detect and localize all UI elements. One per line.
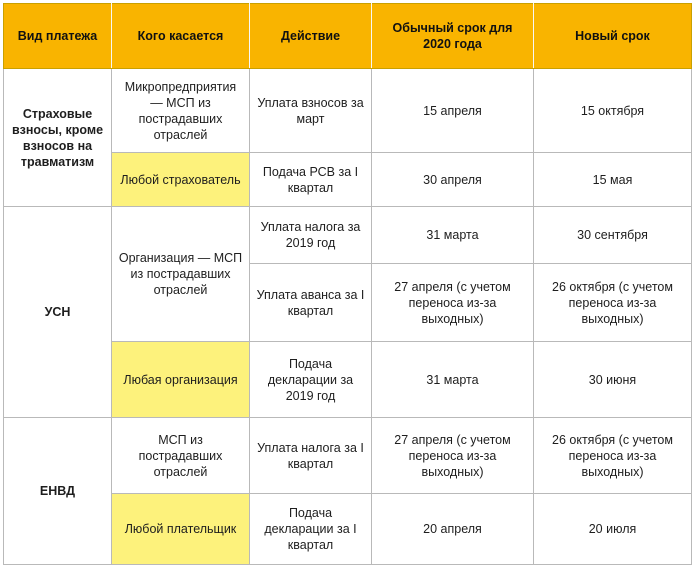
new-term-cell: 26 октября (с учетом переноса из-за выхо… bbox=[533, 417, 692, 494]
usual-term-cell: 31 марта bbox=[371, 206, 534, 264]
header-action: Действие bbox=[249, 3, 372, 69]
who-cell: МСП из пострадавших отраслей bbox=[111, 417, 250, 494]
header-row: Вид платежа Кого касается Действие Обычн… bbox=[3, 3, 692, 69]
new-term-cell: 20 июля bbox=[533, 493, 692, 565]
action-cell: Подача декларации за I квартал bbox=[249, 493, 372, 565]
group-envd: ЕНВД bbox=[3, 417, 112, 565]
table-row: ЕНВД МСП из пострадавших отраслей Уплата… bbox=[3, 417, 692, 565]
action-cell: Уплата аванса за I квартал bbox=[249, 263, 372, 342]
table-row: УСН Организация — МСП из пострадавших от… bbox=[3, 206, 692, 418]
action-cell: Уплата взносов за март bbox=[249, 68, 372, 153]
action-cell: Уплата налога за I квартал bbox=[249, 417, 372, 494]
deadline-table: Вид платежа Кого касается Действие Обычн… bbox=[3, 3, 692, 565]
usual-term-cell: 30 апреля bbox=[371, 152, 534, 207]
table-row: Любая организация Подача декларации за 2… bbox=[4, 341, 692, 418]
new-term-cell: 30 сентября bbox=[533, 206, 692, 264]
who-cell: Организация — МСП из пострадавших отрасл… bbox=[111, 206, 250, 342]
table-header: Вид платежа Кого касается Действие Обычн… bbox=[3, 3, 692, 69]
header-who: Кого касается bbox=[111, 3, 250, 69]
table-row: Любой страхователь Подача РСВ за I кварт… bbox=[4, 152, 692, 207]
group-insurance: Страховые взносы, кроме взносов на травм… bbox=[3, 68, 112, 207]
who-cell-highlighted: Любая организация bbox=[111, 341, 250, 418]
table-row: Уплата аванса за I квартал 27 апреля (с … bbox=[4, 263, 692, 342]
new-term-cell: 15 мая bbox=[533, 152, 692, 207]
action-cell: Подача РСВ за I квартал bbox=[249, 152, 372, 207]
who-cell: Микропредприятия — МСП из пострадавших о… bbox=[111, 68, 250, 153]
usual-term-cell: 31 марта bbox=[371, 341, 534, 418]
table-row: Любой плательщик Подача декларации за I … bbox=[4, 493, 692, 565]
usual-term-cell: 27 апреля (с учетом переноса из-за выход… bbox=[371, 417, 534, 494]
table-body: Страховые взносы, кроме взносов на травм… bbox=[3, 68, 692, 565]
header-usual-term: Обычный срок для 2020 года bbox=[371, 3, 534, 69]
new-term-cell: 30 июня bbox=[533, 341, 692, 418]
group-usn: УСН bbox=[3, 206, 112, 418]
table-row: Страховые взносы, кроме взносов на травм… bbox=[3, 68, 692, 207]
who-cell-highlighted: Любой страхователь bbox=[111, 152, 250, 207]
new-term-cell: 26 октября (с учетом переноса из-за выхо… bbox=[533, 263, 692, 342]
header-payment-type: Вид платежа bbox=[3, 3, 112, 69]
new-term-cell: 15 октября bbox=[533, 68, 692, 153]
usual-term-cell: 20 апреля bbox=[371, 493, 534, 565]
usual-term-cell: 15 апреля bbox=[371, 68, 534, 153]
action-cell: Подача декларации за 2019 год bbox=[249, 341, 372, 418]
deadline-table-container: Вид платежа Кого касается Действие Обычн… bbox=[3, 3, 692, 565]
header-new-term: Новый срок bbox=[533, 3, 692, 69]
who-cell-highlighted: Любой плательщик bbox=[111, 493, 250, 565]
action-cell: Уплата налога за 2019 год bbox=[249, 206, 372, 264]
usual-term-cell: 27 апреля (с учетом переноса из-за выход… bbox=[371, 263, 534, 342]
